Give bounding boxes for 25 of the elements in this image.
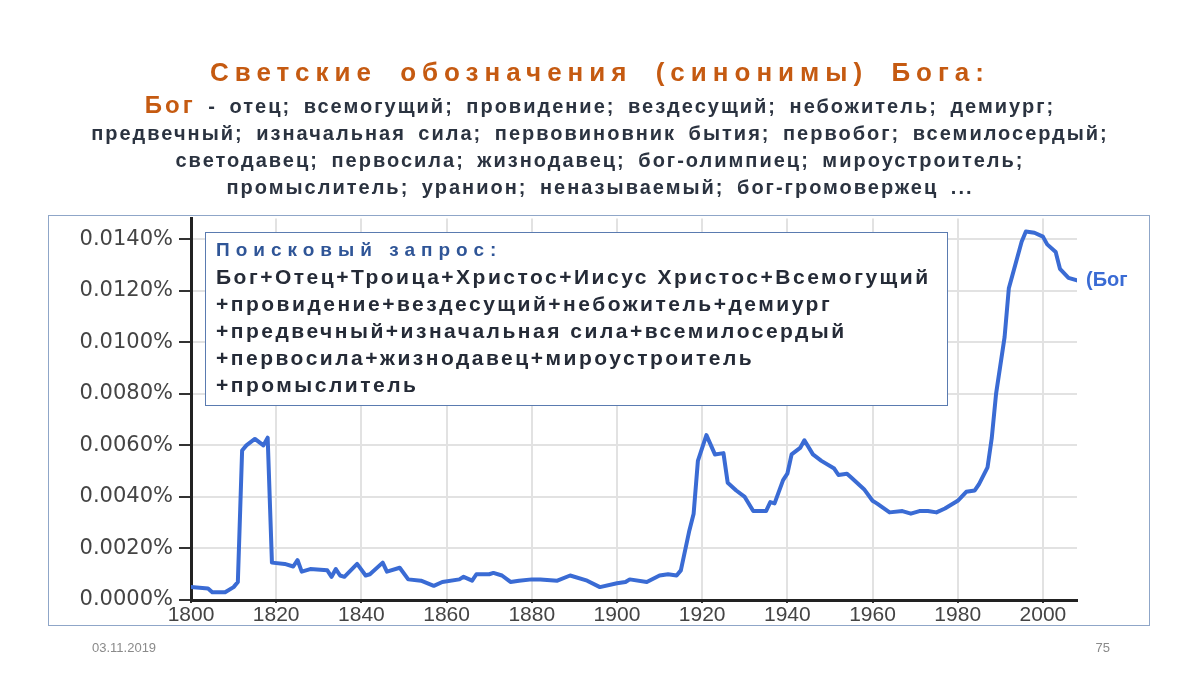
x-tick-label: 1900 (593, 602, 641, 626)
annotation: Поисковый запрос: (216, 238, 504, 262)
chart-title: Светские обозначения (синонимы) Бога: (209, 57, 991, 87)
y-tick-label: 0.0140% (79, 225, 173, 250)
x-tick-label: 1920 (678, 602, 726, 626)
y-tick-label: 0.0040% (79, 483, 173, 508)
y-tick-label: 0.0100% (79, 328, 173, 353)
note-box: Поисковый запрос: Бог+Отец+Троица+Христос+Иисус Христос+Всемогущий +провидение+вездесущий+небожитель+демиург +предвечный+изначальная сила+всемилосердый +первосила+жизнодавец+мироустроитель +промыслитель (205, 232, 948, 406)
y-tick-label: 0.0020% (79, 534, 173, 559)
chart-subtitle: Бог - отец; всемогущий; провидение; вездесущий; небожитель; демиург; предвечный; изначальная сила; первовиновник бытия; первобог; всемилосердый; светодавец; первосила; жизнодавец; бог-олимпиец; мироустроитель; промыслитель; уранион; неназываемый; бог-громовержец ... (90, 91, 1110, 200)
y-tick-label: 0.0120% (79, 277, 173, 302)
y-tick-label: 0.0080% (79, 380, 173, 405)
x-tick-label: 1820 (252, 602, 300, 626)
x-tick-label: 1860 (423, 602, 470, 626)
y-tick-label: 0.0060% (79, 431, 173, 456)
text: 75 (1094, 640, 1110, 655)
x-tick-label: 1960 (849, 602, 896, 626)
x-tick-label: 2000 (1019, 602, 1067, 626)
x-tick-label: 1980 (934, 602, 982, 626)
x-tick-label: 1880 (508, 602, 556, 626)
annotation: Бог+Отец+Троица+Христос+Иисус Христос+Всемогущий +провидение+вездесущий+небожитель+демиург +предвечный+изначальная сила+всемилосердый +первосила+жизнодавец+мироустроитель +промыслитель (216, 264, 932, 398)
series-label: (Бог (1086, 267, 1128, 290)
x-tick-label: 1840 (338, 602, 385, 626)
x-tick-label: 1940 (763, 602, 811, 626)
text: 03.11.2019 (92, 640, 157, 655)
